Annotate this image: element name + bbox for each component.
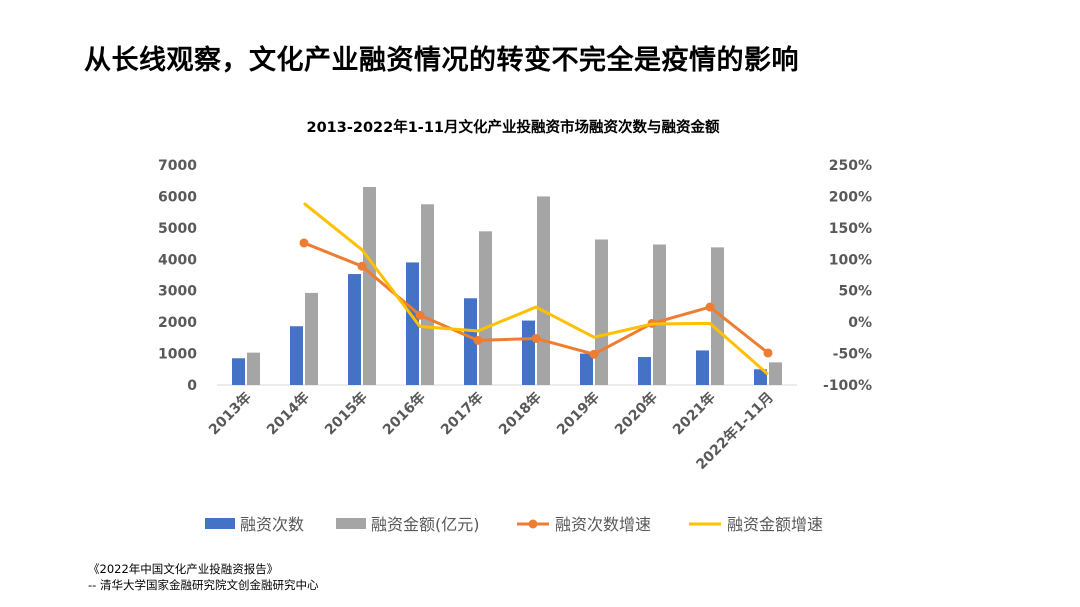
bar-融资次数-2017年 <box>464 298 477 385</box>
bar-融资次数-2021年 <box>696 350 709 385</box>
slide-title: 从长线观察，文化产业融资情况的转变不完全是疫情的影响 <box>84 45 799 76</box>
bar-融资次数-2019年 <box>580 353 593 385</box>
x-tick-label: 2013年 <box>205 389 254 438</box>
x-tick-label: 2018年 <box>495 389 544 438</box>
point-融资次数增速-2018年 <box>531 333 541 343</box>
bar-融资金额-亿元--2017年 <box>479 231 492 385</box>
left-tick-label: 5000 <box>158 221 197 237</box>
x-axis-labels: 2013年 2014年 2015年 2016年 2017年 2018年 2019年 2020年… <box>205 389 776 473</box>
left-tick-label: 4000 <box>158 252 197 268</box>
right-tick-label: -100% <box>823 378 872 394</box>
left-tick-label: 1000 <box>158 347 197 363</box>
right-tick-label: 250% <box>829 158 872 174</box>
bar-融资金额-亿元--2022年1-11月 <box>769 362 782 385</box>
x-tick-label: 2020年 <box>611 389 660 438</box>
right-tick-label: 0% <box>848 315 872 331</box>
left-tick-label: 6000 <box>158 189 197 205</box>
bar-融资次数-2014年 <box>290 326 303 385</box>
bar-融资金额-亿元--2014年 <box>305 292 318 385</box>
point-融资次数增速-2016年 <box>415 310 425 320</box>
lines-layer <box>299 202 773 376</box>
bar-融资次数-2022年1-11月 <box>754 369 767 385</box>
left-tick-label: 0 <box>187 378 197 394</box>
bar-融资金额-亿元--2020年 <box>653 244 666 385</box>
left-tick-label: 7000 <box>158 158 197 174</box>
bar-融资次数-2013年 <box>232 358 245 385</box>
point-融资次数增速-2017年 <box>473 335 483 345</box>
line-融资金额增速 <box>303 202 769 376</box>
right-tick-label: 150% <box>829 221 872 237</box>
legend-marker-融资次数增速 <box>528 519 538 529</box>
bar-融资金额-亿元--2013年 <box>247 352 260 385</box>
bar-融资金额-亿元--2016年 <box>421 204 434 385</box>
x-tick-label: 2014年 <box>263 389 312 438</box>
x-tick-label: 2016年 <box>379 389 428 438</box>
x-tick-label: 2017年 <box>437 389 486 438</box>
source-org: -- 清华大学国家金融研究院文创金融研究中心 <box>88 578 319 592</box>
bar-融资金额-亿元--2015年 <box>363 187 376 385</box>
bar-融资次数-2018年 <box>522 320 535 385</box>
bar-融资次数-2016年 <box>406 262 419 385</box>
point-融资次数增速-2019年 <box>589 349 599 359</box>
point-融资次数增速-2014年 <box>299 238 309 248</box>
legend-label-融资次数: 融资次数 <box>240 515 304 534</box>
x-tick-label: 2015年 <box>321 389 370 438</box>
x-tick-label: 2019年 <box>553 389 602 438</box>
x-tick-label: 2021年 <box>669 389 718 438</box>
legend-swatch-融资次数 <box>205 518 235 529</box>
bar-融资金额-亿元--2019年 <box>595 239 608 385</box>
right-axis-ticks: -100% -50% 0% 50% 100% 150% 200% 250% <box>823 158 872 394</box>
left-tick-label: 3000 <box>158 284 197 300</box>
legend-label-融资金额增速: 融资金额增速 <box>727 515 823 534</box>
bars-layer <box>232 187 782 385</box>
left-tick-label: 2000 <box>158 315 197 331</box>
bar-融资金额-亿元--2021年 <box>711 247 724 385</box>
right-tick-label: 200% <box>829 189 872 205</box>
legend-label-融资金额-亿元-: 融资金额(亿元) <box>371 515 480 534</box>
legend-swatch-融资金额-亿元- <box>336 518 366 529</box>
bar-融资次数-2020年 <box>638 357 651 385</box>
point-融资次数增速-2021年 <box>705 302 715 312</box>
chart-title: 2013-2022年1-11月文化产业投融资市场融资次数与融资金额 <box>306 118 720 136</box>
legend-label-融资次数增速: 融资次数增速 <box>555 515 651 534</box>
point-融资次数增速-2022年1-11月 <box>763 348 773 358</box>
source-title: 《2022年中国文化产业投融资报告》 <box>88 562 279 576</box>
right-tick-label: 100% <box>829 252 872 268</box>
right-tick-label: 50% <box>838 284 872 300</box>
right-tick-label: -50% <box>833 347 872 363</box>
bar-融资金额-亿元--2018年 <box>537 196 550 385</box>
left-axis-ticks: 0 1000 2000 3000 4000 5000 6000 7000 <box>158 158 197 394</box>
source-note: 《2022年中国文化产业投融资报告》 -- 清华大学国家金融研究院文创金融研究中… <box>88 561 318 593</box>
point-融资次数增速-2015年 <box>357 261 367 271</box>
bar-融资次数-2015年 <box>348 274 361 385</box>
legend: 融资次数 融资金额(亿元) 融资次数增速 融资金额增速 <box>205 515 823 534</box>
